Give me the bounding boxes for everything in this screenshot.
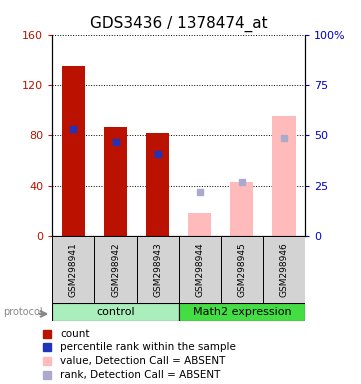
Bar [136, 236, 179, 303]
Bar [104, 127, 127, 236]
Text: rank, Detection Call = ABSENT: rank, Detection Call = ABSENT [60, 371, 220, 381]
Title: GDS3436 / 1378474_at: GDS3436 / 1378474_at [90, 16, 268, 32]
Bar [273, 116, 296, 236]
Text: count: count [60, 329, 90, 339]
Bar [221, 236, 263, 303]
Bar [179, 236, 221, 303]
Bar [52, 236, 95, 303]
Text: protocol: protocol [4, 307, 43, 317]
Bar [62, 66, 85, 236]
Text: GSM298941: GSM298941 [69, 242, 78, 297]
Text: GSM298946: GSM298946 [279, 242, 288, 297]
Bar [263, 236, 305, 303]
Bar [230, 182, 253, 236]
Bar [95, 236, 136, 303]
Text: control: control [96, 307, 135, 317]
Bar [179, 303, 305, 321]
Text: Math2 expression: Math2 expression [192, 307, 291, 317]
Bar [52, 303, 179, 321]
Bar [146, 133, 169, 236]
Text: GSM298942: GSM298942 [111, 242, 120, 297]
Text: percentile rank within the sample: percentile rank within the sample [60, 342, 236, 352]
Text: value, Detection Call = ABSENT: value, Detection Call = ABSENT [60, 356, 225, 366]
Text: GSM298943: GSM298943 [153, 242, 162, 297]
Bar [188, 214, 211, 236]
Text: GSM298944: GSM298944 [195, 242, 204, 297]
Text: GSM298945: GSM298945 [238, 242, 246, 297]
